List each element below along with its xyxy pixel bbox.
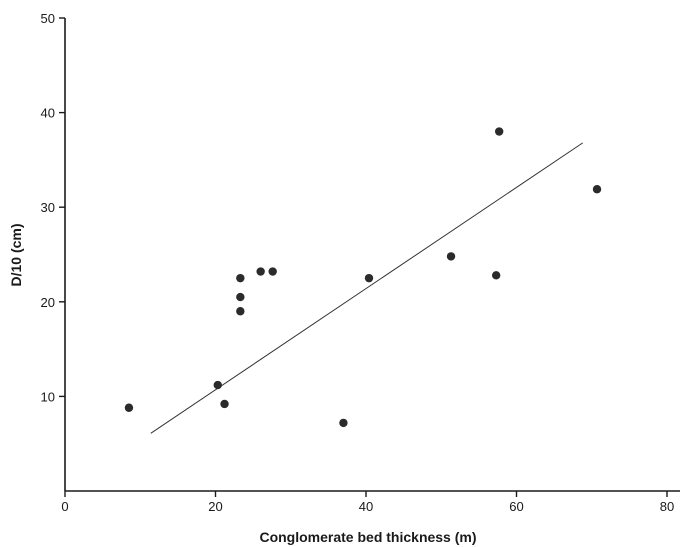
trend-line-group [150,142,583,434]
y-tick-label: 20 [41,295,55,310]
x-tick-label: 40 [359,499,373,514]
y-tick-label: 10 [41,389,55,404]
data-points [124,127,602,428]
y-axis-title: D/10 (cm) [8,223,24,286]
chart-axes [64,18,680,492]
x-tick-label: 0 [61,499,68,514]
data-point [220,399,229,409]
y-tick-label: 30 [41,200,55,215]
data-point [256,267,265,276]
axis-ticks: 0 20 40 60 80 10 20 30 40 50 [41,11,675,514]
data-point [236,292,245,302]
data-point [213,380,222,390]
x-axis-title: Conglomerate bed thickness (m) [259,529,476,545]
trend-line [150,142,583,434]
data-point [124,403,134,412]
y-tick-label: 40 [41,106,55,121]
y-tick-label: 50 [41,11,55,26]
data-point [446,252,456,261]
data-point [494,127,504,136]
data-point [592,185,602,194]
x-tick-label: 20 [208,499,222,514]
data-point [491,271,501,280]
data-point [236,307,245,316]
data-point [268,267,277,276]
data-point [339,418,348,428]
data-point [364,273,374,283]
data-point [236,273,245,283]
x-tick-label: 80 [660,499,674,514]
x-tick-label: 60 [509,499,523,514]
